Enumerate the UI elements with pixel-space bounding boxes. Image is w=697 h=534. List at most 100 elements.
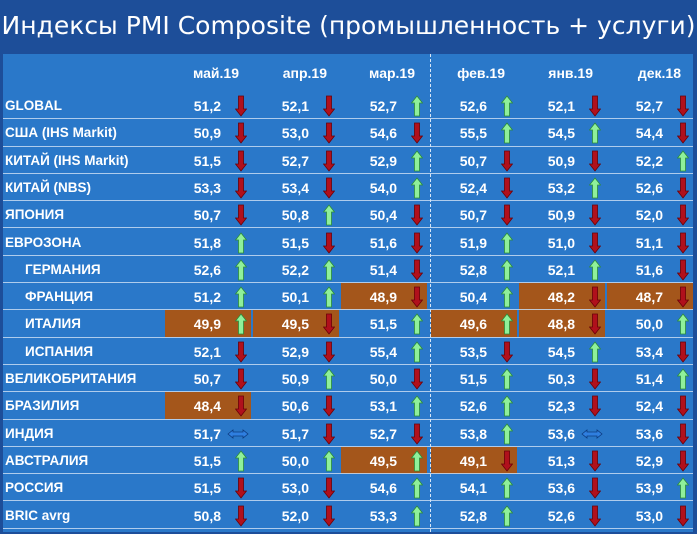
pmi-value: 50,1 [281, 289, 309, 306]
pmi-value: 52,1 [193, 343, 221, 360]
pmi-value: 53,9 [635, 480, 663, 497]
table-cell: 50,1 [253, 283, 339, 310]
pmi-value: 52,7 [635, 98, 663, 114]
pmi-value: 51,2 [193, 98, 221, 114]
up-arrow-icon [501, 477, 513, 499]
pmi-value: 50,7 [193, 207, 221, 224]
pmi-value: 54,4 [635, 125, 663, 142]
up-arrow-icon [235, 313, 247, 335]
up-arrow-icon [411, 177, 423, 199]
up-arrow-icon [411, 504, 423, 526]
pmi-value: 54,5 [547, 125, 575, 142]
pmi-value: 48,4 [193, 398, 221, 415]
highlighted-cell: 49,5 [253, 310, 339, 338]
table-cell: 51,5 [253, 229, 339, 256]
table-cell: 52,8 [431, 502, 517, 529]
pmi-value: 48,9 [369, 289, 397, 306]
up-arrow-icon [323, 450, 335, 472]
down-arrow-icon [323, 395, 335, 417]
highlighted-cell: 48,2 [519, 283, 605, 311]
table-cell: 52,8 [431, 256, 517, 283]
down-arrow-icon [589, 313, 601, 336]
pmi-value: 52,1 [547, 98, 575, 114]
table-cell: 52,0 [607, 201, 693, 228]
pmi-value: 50,9 [193, 125, 221, 142]
down-arrow-icon [235, 95, 247, 117]
table-cell: 50,7 [431, 147, 517, 174]
pmi-value: 50,4 [459, 289, 487, 306]
down-arrow-icon [411, 232, 423, 254]
pmi-value: 53,3 [193, 179, 221, 196]
table-cell: 52,6 [519, 502, 605, 529]
pmi-value: 51,5 [459, 371, 487, 387]
row-label: ЯПОНИЯ [5, 207, 65, 223]
pmi-value: 52,2 [635, 152, 663, 169]
pmi-value: 54,1 [459, 480, 487, 497]
highlighted-cell: 49,1 [431, 446, 517, 474]
pmi-value: 53,3 [369, 507, 397, 524]
table-cell: 51,5 [341, 310, 427, 337]
table-cell: 50,7 [165, 201, 251, 228]
down-arrow-icon [677, 95, 689, 117]
pmi-value: 55,4 [369, 343, 397, 360]
table-row: ГЕРМАНИЯ 52,6 52,2 51,4 52,8 52,1 51,6 [3, 256, 693, 284]
pmi-value: 51,9 [459, 234, 487, 251]
row-divider [3, 500, 693, 502]
table-cell: 54,4 [607, 119, 693, 146]
table-cell: 52,3 [519, 392, 605, 419]
pmi-value: 53,0 [635, 507, 663, 524]
table-cell: 53,9 [607, 474, 693, 501]
table-cell: 51,5 [165, 447, 251, 474]
pmi-value: 52,9 [369, 152, 397, 169]
pmi-value: 51,5 [193, 152, 221, 169]
down-arrow-icon [411, 122, 423, 144]
table-row: РОССИЯ 51,5 53,0 54,6 54,1 53,6 53,9 [3, 474, 693, 502]
row-label: BRIC avrg [5, 507, 71, 523]
table-cell: 54,1 [431, 474, 517, 501]
pmi-value: 48,2 [547, 289, 575, 306]
up-arrow-icon [589, 341, 601, 363]
table-cell: 52,1 [519, 92, 605, 119]
table-header: май.19 апр.19 мар.19 фев.19 янв.19 дек.18 [3, 54, 693, 92]
down-arrow-icon [323, 177, 335, 199]
table-cell: 52,6 [431, 392, 517, 419]
pmi-value: 49,5 [281, 316, 309, 333]
down-arrow-icon [235, 150, 247, 172]
table-cell: 53,6 [607, 420, 693, 447]
down-arrow-icon [589, 232, 601, 254]
pmi-value: 51,7 [281, 425, 309, 442]
row-divider [3, 254, 693, 256]
pmi-value: 52,1 [547, 261, 575, 278]
down-arrow-icon [589, 204, 601, 226]
table-cell: 50,4 [341, 201, 427, 228]
up-arrow-icon [323, 286, 335, 308]
pmi-value: 52,7 [281, 152, 309, 169]
table-row: GLOBAL 51,2 52,1 52,7 52,6 52,1 52,7 [3, 92, 693, 120]
row-label: ИНДИЯ [5, 425, 54, 441]
table-cell: 50,6 [253, 392, 339, 419]
up-arrow-icon [235, 231, 247, 253]
row-label: ФРАНЦИЯ [25, 289, 94, 305]
pmi-value: 55,5 [459, 125, 487, 142]
down-arrow-icon [677, 204, 689, 226]
pmi-value: 51,8 [193, 234, 221, 251]
pmi-value: 51,0 [547, 234, 575, 251]
down-arrow-icon [501, 150, 513, 172]
row-label: АВСТРАЛИЯ [5, 452, 89, 468]
down-arrow-icon [323, 423, 335, 445]
row-label: ИТАЛИЯ [25, 316, 81, 332]
table-cell: 52,7 [607, 92, 693, 119]
down-arrow-icon [589, 395, 601, 417]
table-cell: 50,9 [519, 147, 605, 174]
up-arrow-icon [411, 149, 423, 171]
pmi-value: 52,9 [635, 452, 663, 469]
table-cell: 51,5 [431, 365, 517, 392]
pmi-value: 51,5 [369, 316, 397, 333]
up-arrow-icon [501, 95, 513, 117]
table-cell: 51,3 [519, 447, 605, 474]
pmi-value: 51,3 [547, 452, 575, 469]
highlighted-cell: 49,5 [341, 446, 427, 474]
table-cell: 52,7 [341, 92, 427, 119]
down-arrow-icon [589, 477, 601, 499]
table-cell: 53,0 [607, 502, 693, 529]
